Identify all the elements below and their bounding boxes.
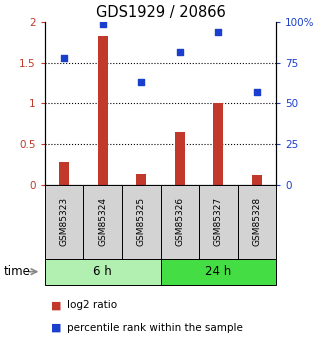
Bar xyxy=(45,185,83,259)
Bar xyxy=(213,103,223,185)
Text: GSM85326: GSM85326 xyxy=(175,197,184,246)
Point xyxy=(62,55,67,61)
Text: percentile rank within the sample: percentile rank within the sample xyxy=(67,323,243,333)
Text: 6 h: 6 h xyxy=(93,265,112,278)
Bar xyxy=(136,174,146,185)
Bar xyxy=(98,36,108,185)
Point xyxy=(100,21,105,27)
Bar xyxy=(160,185,199,259)
Text: GSM85323: GSM85323 xyxy=(60,197,69,246)
Bar xyxy=(238,185,276,259)
Text: GSM85325: GSM85325 xyxy=(137,197,146,246)
Point xyxy=(177,49,182,55)
Bar xyxy=(45,259,160,285)
Bar xyxy=(122,185,160,259)
Text: GSM85324: GSM85324 xyxy=(98,197,107,246)
Text: 24 h: 24 h xyxy=(205,265,231,278)
Bar xyxy=(175,132,185,185)
Text: ■: ■ xyxy=(51,300,62,310)
Bar xyxy=(160,259,276,285)
Text: ■: ■ xyxy=(51,323,62,333)
Text: GSM85328: GSM85328 xyxy=(252,197,261,246)
Bar xyxy=(59,162,69,185)
Text: GSM85327: GSM85327 xyxy=(214,197,223,246)
Text: time: time xyxy=(3,265,30,278)
Point xyxy=(139,80,144,85)
Point xyxy=(254,89,259,95)
Bar xyxy=(83,185,122,259)
Bar xyxy=(199,185,238,259)
Text: GDS1929 / 20866: GDS1929 / 20866 xyxy=(96,4,225,20)
Text: log2 ratio: log2 ratio xyxy=(67,300,117,310)
Bar xyxy=(252,175,262,185)
Point xyxy=(216,29,221,35)
